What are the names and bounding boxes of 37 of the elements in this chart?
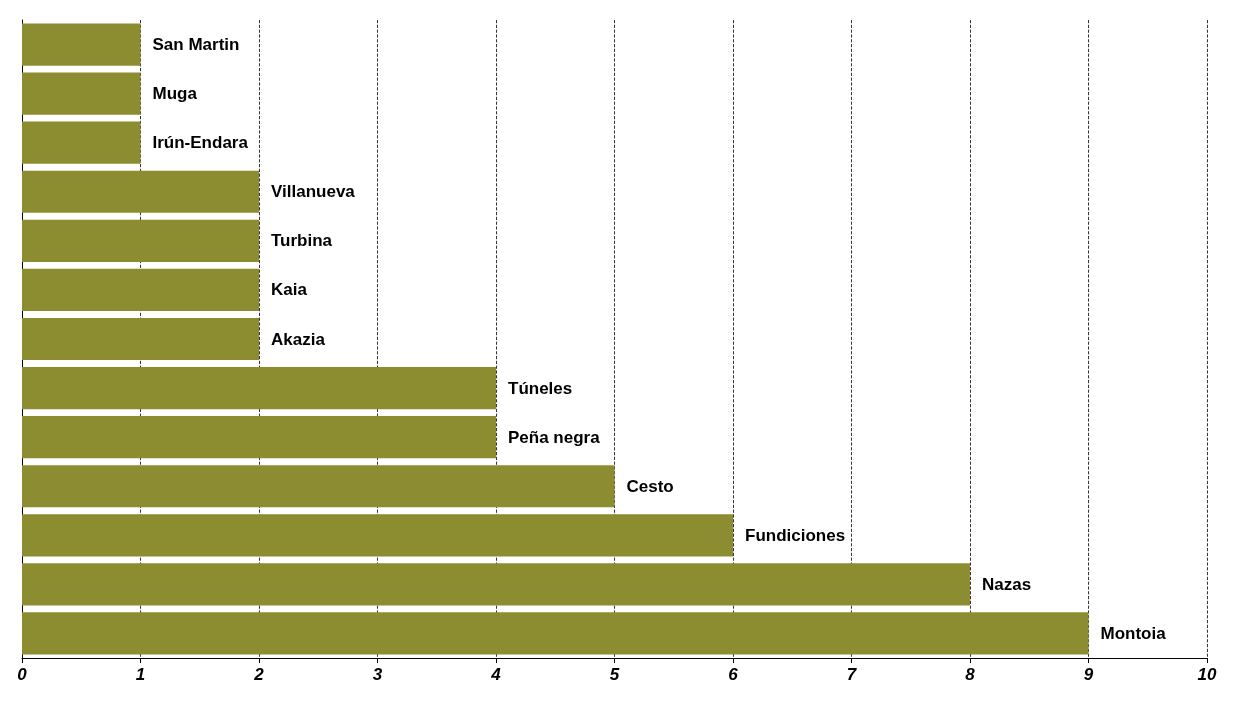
y-tick-label: Cesto [626,476,674,496]
x-tick-label: 6 [728,665,739,684]
bar [22,563,970,606]
x-tick-label: 9 [1083,665,1094,684]
x-tick-label: 4 [490,665,502,684]
y-tick-label: San Martin [152,35,240,55]
bar [22,514,733,557]
y-tick-label: Akazia [271,329,326,349]
bar [22,317,259,361]
y-tick-label: Muga [152,84,198,104]
x-tick-label: 2 [253,665,265,684]
y-tick-label: Fundiciones [745,525,846,545]
y-tick-label: Nazas [982,574,1032,594]
bar [22,170,259,213]
x-tick-label: 10 [1197,665,1217,684]
bar [22,219,259,262]
bar [22,366,496,410]
x-tick-label: 5 [609,665,620,684]
x-tick-label: 8 [965,665,976,684]
y-tick-label: Villanueva [271,182,356,202]
bar [22,268,259,312]
y-tick-label: Irún-Endara [152,133,249,153]
y-tick-label: Turbina [271,231,333,251]
bar [22,465,615,508]
y-tick-label: Peña negra [508,427,601,447]
x-tick-label: 3 [372,665,383,684]
y-tick-label: Túneles [508,378,573,398]
y-tick-label: Kaia [271,280,308,300]
x-tick-label: 7 [846,665,858,684]
y-tick-label: Montoia [1100,623,1167,643]
x-tick-label: 1 [135,665,146,684]
bar [22,72,141,115]
bar [22,416,496,459]
x-tick-label: 0 [17,665,28,684]
bar [22,612,1089,655]
bar [22,23,141,66]
bar [22,121,141,164]
